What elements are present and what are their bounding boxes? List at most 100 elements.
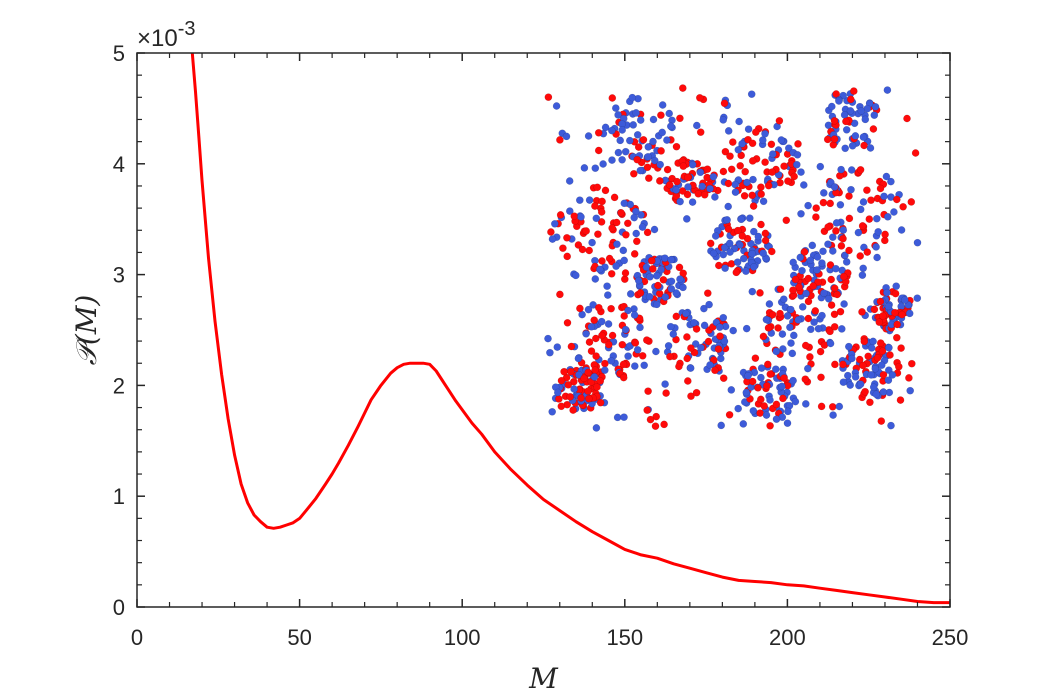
- inset-particle: [839, 226, 848, 234]
- inset-particle: [644, 152, 652, 161]
- inset-particle: [643, 406, 652, 415]
- inset-particle: [851, 373, 860, 381]
- inset-particle: [801, 341, 810, 350]
- inset-particle: [899, 202, 907, 211]
- inset-particle: [629, 121, 638, 129]
- inset-particle: [856, 380, 865, 389]
- inset-particle: [548, 235, 557, 243]
- inset-particle: [653, 300, 661, 309]
- inset-particle: [612, 262, 620, 271]
- inset-particle: [778, 330, 787, 338]
- inset-particle: [783, 419, 792, 428]
- inset-particle: [741, 167, 750, 176]
- inset-particle: [748, 287, 757, 296]
- inset-particle: [636, 323, 644, 332]
- inset-particle: [760, 402, 769, 410]
- inset-particle: [817, 373, 825, 382]
- inset-particle: [729, 326, 738, 335]
- inset-particle: [772, 365, 780, 374]
- inset-particle: [618, 155, 626, 164]
- inset-particle: [830, 322, 839, 331]
- inset-particle: [798, 303, 807, 311]
- inset-particle: [724, 179, 733, 188]
- inset-particle: [580, 374, 588, 383]
- inset-particle: [762, 315, 771, 324]
- inset-particle: [639, 135, 648, 144]
- inset-particle: [808, 241, 817, 250]
- inset-particle: [731, 188, 740, 196]
- inset-particle: [807, 325, 815, 334]
- inset-particle: [748, 139, 757, 148]
- inset-particle: [688, 198, 697, 206]
- inset-particle: [784, 177, 792, 185]
- inset-particle: [592, 424, 601, 432]
- inset-particle: [837, 242, 846, 250]
- inset-particle: [734, 145, 743, 154]
- inset-particle: [829, 233, 837, 241]
- inset-particle: [565, 177, 574, 185]
- inset-particle: [891, 308, 899, 317]
- y-tick-label: 2: [113, 373, 125, 398]
- inset-particle: [740, 191, 749, 200]
- inset-particle: [804, 297, 813, 306]
- inset-particle: [631, 339, 640, 347]
- inset-particle: [816, 162, 825, 171]
- inset-particle: [749, 406, 758, 415]
- inset-particle: [554, 388, 562, 397]
- inset-particle: [858, 271, 867, 280]
- inset-particle: [667, 122, 675, 131]
- inset-particle: [672, 142, 681, 151]
- inset-particle: [645, 292, 654, 301]
- inset-particle: [644, 387, 652, 396]
- inset-particle: [744, 371, 752, 380]
- inset-particle: [596, 398, 605, 407]
- inset-particle: [726, 248, 734, 256]
- inset-particle: [696, 94, 704, 102]
- inset-particle: [734, 226, 742, 235]
- inset-particle: [842, 258, 851, 266]
- inset-particle: [584, 305, 593, 314]
- inset-particle: [661, 254, 669, 263]
- inset-particle: [869, 125, 878, 133]
- inset-particle: [887, 177, 895, 186]
- inset-particle: [697, 343, 705, 352]
- inset-particle: [830, 183, 839, 191]
- inset-particle: [800, 181, 808, 189]
- inset-particle: [649, 115, 658, 124]
- inset-particle: [901, 296, 909, 304]
- inset-particle: [584, 132, 593, 140]
- inset-particle: [601, 186, 610, 195]
- inset-particle: [570, 212, 579, 220]
- inset-particle: [682, 309, 690, 318]
- inset-particle: [692, 325, 701, 333]
- inset-particle: [669, 330, 678, 338]
- inset-particle: [913, 294, 922, 303]
- inset-particle: [614, 148, 623, 157]
- inset-particle: [827, 275, 836, 284]
- inset-particle: [626, 136, 634, 145]
- inset-particle: [769, 150, 777, 158]
- inset-particle: [696, 128, 705, 136]
- inset-particle: [679, 283, 687, 292]
- inset-particle: [662, 389, 670, 397]
- inset-particle: [612, 218, 621, 227]
- inset-particle: [575, 370, 583, 379]
- inset-particle: [859, 198, 868, 206]
- inset-particle: [782, 216, 791, 225]
- inset-particle: [562, 132, 571, 141]
- inset-particle: [684, 377, 692, 385]
- inset-particle: [570, 377, 578, 386]
- inset-particle: [547, 228, 555, 236]
- inset-particle: [866, 144, 875, 152]
- inset-particle: [856, 205, 865, 214]
- inset-particle: [675, 362, 683, 371]
- inset-particle: [709, 249, 718, 258]
- inset-particle: [835, 402, 844, 411]
- inset-particle: [637, 211, 645, 219]
- inset-particle: [876, 184, 885, 193]
- inset-particle: [560, 367, 568, 376]
- inset-particle: [844, 371, 852, 380]
- inset-particle: [873, 353, 882, 362]
- inset-particle: [618, 340, 627, 349]
- inset-particle: [897, 344, 905, 352]
